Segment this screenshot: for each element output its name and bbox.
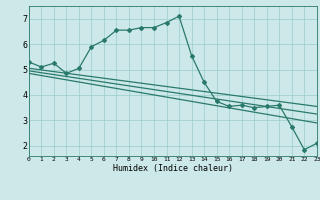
X-axis label: Humidex (Indice chaleur): Humidex (Indice chaleur) — [113, 164, 233, 173]
